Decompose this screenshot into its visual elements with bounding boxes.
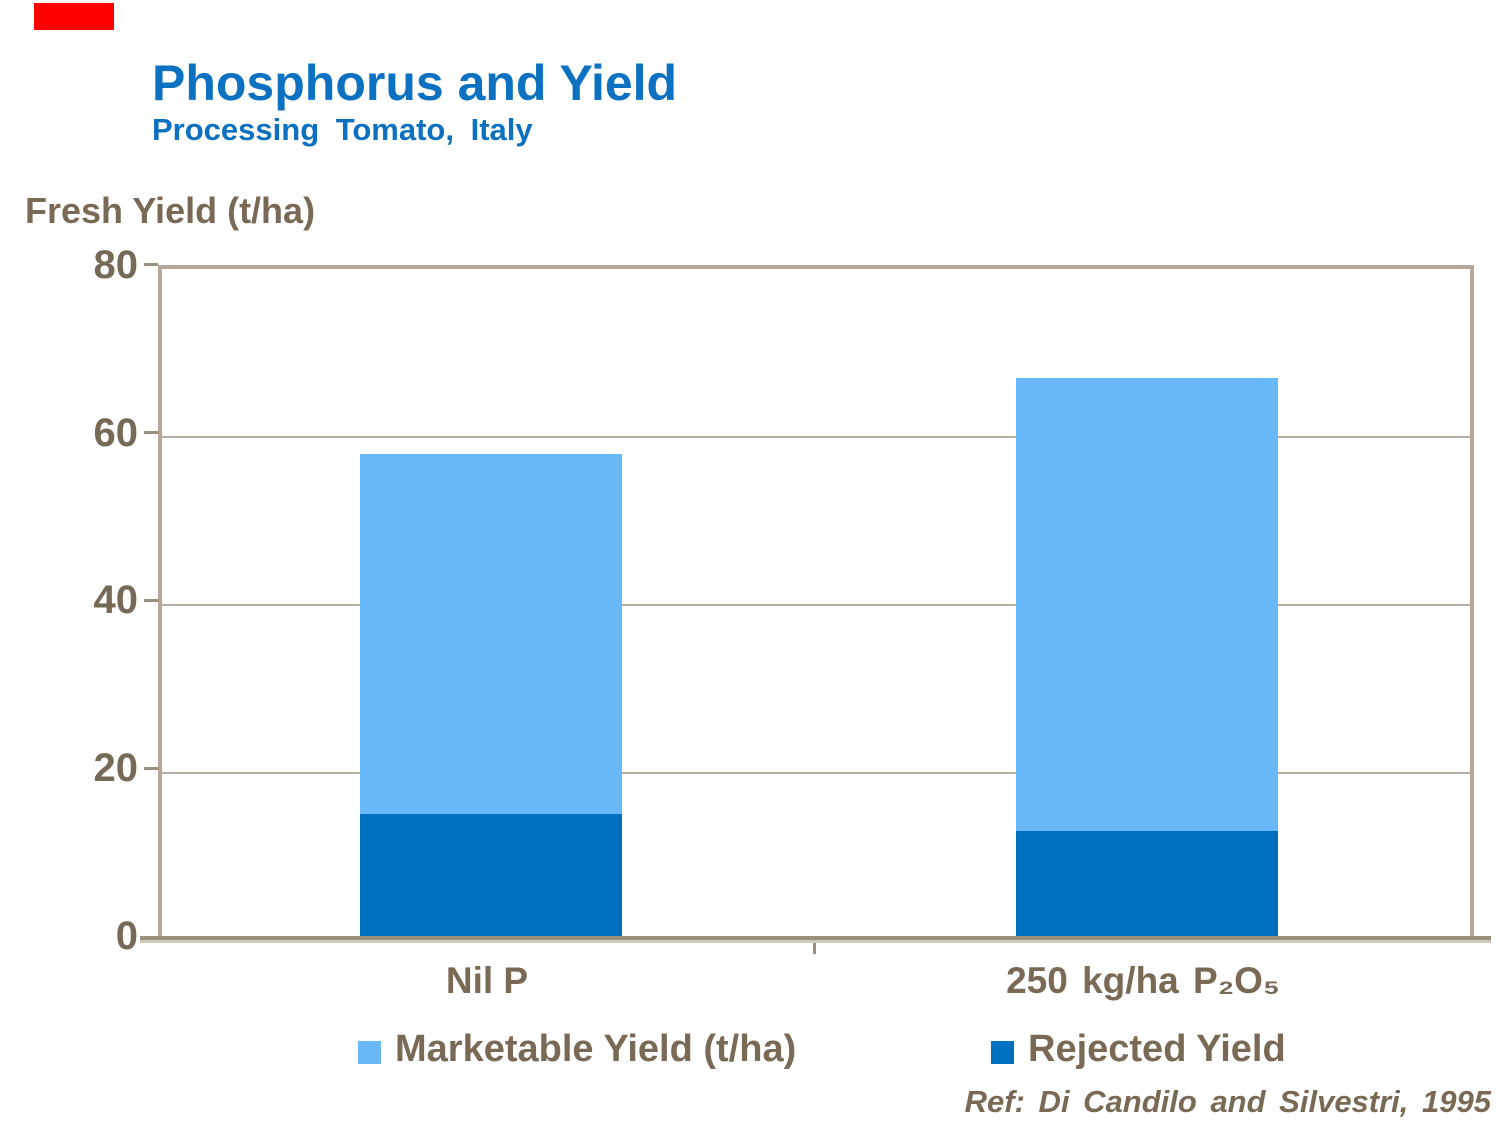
legend-label-marketable: Marketable Yield (t/ha) (395, 1028, 797, 1070)
category-divider-tick (813, 943, 816, 954)
bar-segment-marketable (1016, 378, 1278, 831)
y-tick-mark (144, 599, 158, 602)
y-tick-label-60: 60 (93, 411, 139, 455)
y-tick-label-0: 0 (115, 914, 138, 958)
legend-label-rejected: Rejected Yield (1028, 1028, 1286, 1070)
y-axis-title: Fresh Yield (t/ha) (25, 190, 316, 231)
legend-item-rejected: Rejected Yield (991, 1028, 1286, 1071)
y-tick-mark (144, 263, 158, 266)
gridline-20 (162, 772, 1470, 774)
y-tick-mark (144, 431, 158, 434)
chart-title: Phosphorus and Yield (152, 55, 678, 111)
y-tick-label-80: 80 (93, 243, 139, 287)
category-label-250-kg-ha: 250 kg/ha P₂O₅ (1006, 960, 1280, 1001)
red-banner (34, 3, 114, 30)
y-tick-mark (144, 767, 158, 770)
bar-segment-rejected (360, 814, 622, 940)
legend-swatch-rejected (991, 1041, 1014, 1064)
bar-group-250-kg-ha (1016, 378, 1278, 940)
reference-text: Ref: Di Candilo and Silvestri, 1995 (964, 1084, 1491, 1119)
gridline-40 (162, 604, 1470, 606)
category-label-nil-p: Nil P (445, 960, 529, 1001)
gridline-60 (162, 436, 1470, 438)
y-tick-label-40: 40 (93, 578, 139, 622)
plot-area (158, 265, 1474, 940)
bar-group-nil-p (360, 453, 622, 940)
bar-segment-marketable (360, 453, 622, 815)
chart-subtitle: Processing Tomato, Italy (152, 112, 533, 147)
legend-item-marketable: Marketable Yield (t/ha) (358, 1028, 796, 1071)
legend-swatch-marketable (358, 1041, 381, 1064)
x-axis-line (140, 936, 1491, 943)
y-tick-label-20: 20 (93, 746, 139, 790)
bar-segment-rejected (1016, 830, 1278, 940)
